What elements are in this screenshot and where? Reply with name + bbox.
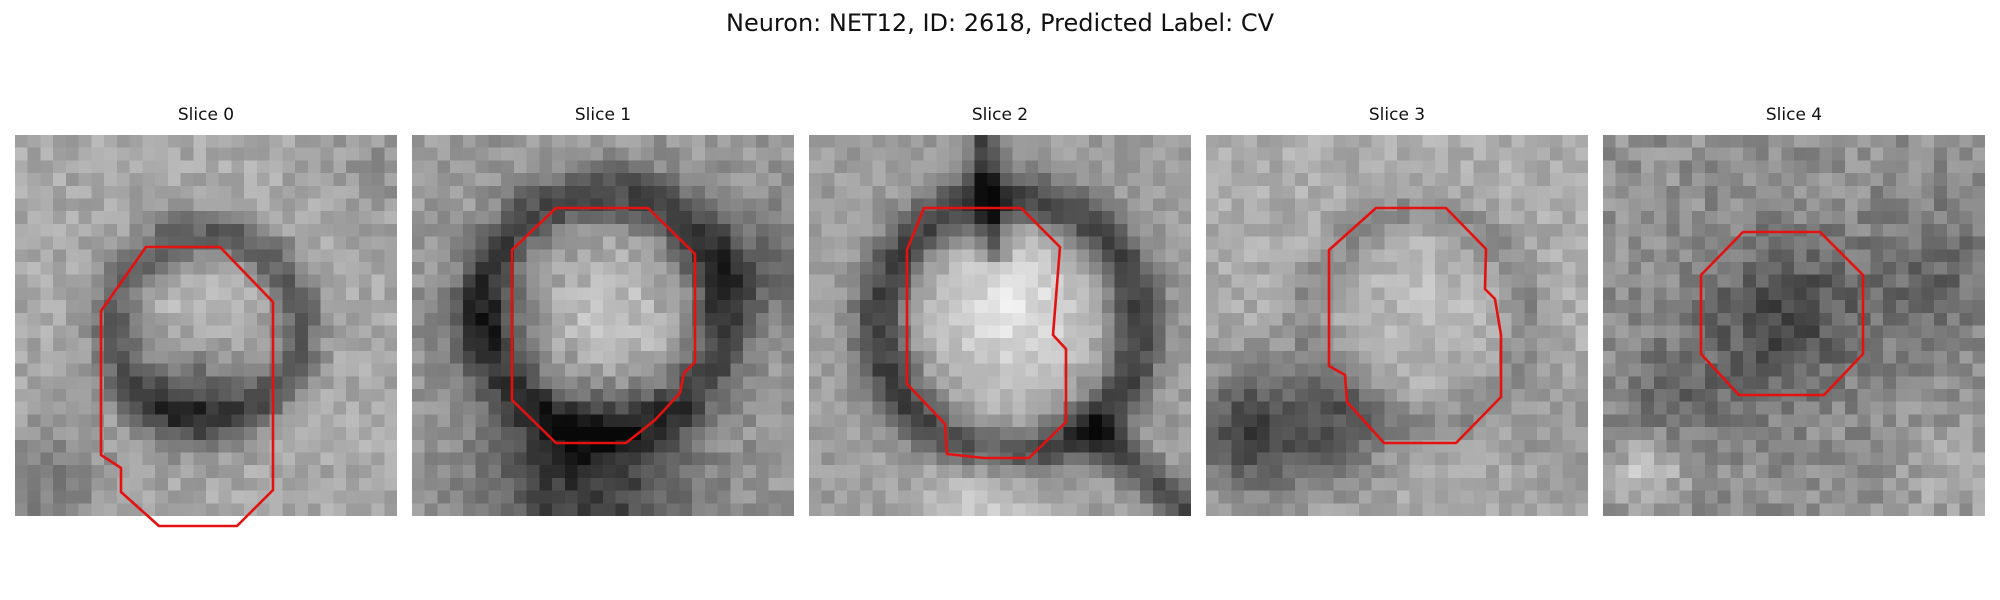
slice-1-image bbox=[412, 135, 794, 516]
slice-3-image bbox=[1206, 135, 1588, 516]
slice-0-image bbox=[15, 135, 397, 516]
slice-3-title: Slice 3 bbox=[1368, 105, 1426, 125]
slice-panel-4: Slice 4 bbox=[1603, 105, 1985, 520]
slice-2-image bbox=[809, 135, 1191, 516]
slice-4-image bbox=[1603, 135, 1985, 516]
slice-panel-1: Slice 1 bbox=[412, 105, 794, 520]
slice-panel-2: Slice 2 bbox=[809, 105, 1191, 520]
slice-1-title: Slice 1 bbox=[574, 105, 632, 125]
slice-0-title: Slice 0 bbox=[177, 105, 235, 125]
figure-title: Neuron: NET12, ID: 2618, Predicted Label… bbox=[726, 9, 1274, 37]
slice-4-title: Slice 4 bbox=[1765, 105, 1823, 125]
slice-2-title: Slice 2 bbox=[971, 105, 1029, 125]
slice-panel-3: Slice 3 bbox=[1206, 105, 1588, 520]
slice-panel-0: Slice 0 bbox=[15, 105, 397, 528]
